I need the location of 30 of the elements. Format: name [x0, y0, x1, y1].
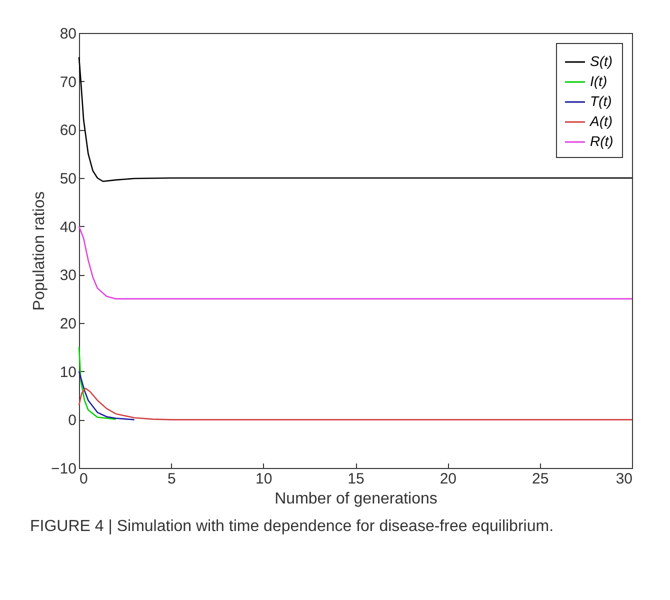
line-series	[78, 56, 633, 182]
y-tick-label: 60	[60, 122, 76, 140]
x-tick-label: 0	[80, 470, 88, 488]
line-series	[78, 346, 117, 420]
line-series	[78, 370, 135, 420]
x-tick-label: 30	[616, 470, 632, 488]
line-series	[78, 388, 633, 420]
legend-label: S(t)	[590, 53, 613, 69]
y-tick-label: 30	[60, 267, 76, 284]
x-axis-title: Number of generations	[274, 490, 438, 508]
caption: FIGURE 4 | Simulation with time dependence for disease-free equilibrium.	[30, 518, 555, 536]
y-tick-label: 80	[60, 26, 76, 42]
x-tick-label: 15	[348, 470, 364, 488]
x-tick-label: 5	[167, 470, 176, 488]
legend-label: R(t)	[590, 133, 614, 149]
y-axis-title: Population ratios	[31, 191, 48, 311]
y-tick-label: 20	[60, 316, 76, 332]
x-tick-label: 10	[255, 470, 272, 488]
y-tick-label: 50	[60, 170, 76, 188]
x-tick-label: 25	[532, 470, 549, 488]
y-tick-label: −10	[51, 460, 76, 478]
legend-label: I(t)	[590, 73, 608, 89]
line-series	[78, 226, 633, 300]
y-tick-label: 10	[60, 364, 76, 381]
legend-label: T(t)	[590, 93, 612, 109]
y-tick-label: 0	[68, 412, 76, 430]
y-tick-label: 70	[60, 74, 76, 91]
x-tick-label: 20	[440, 470, 457, 488]
y-tick-label: 40	[60, 218, 76, 236]
legend-label: A(t)	[589, 113, 613, 129]
